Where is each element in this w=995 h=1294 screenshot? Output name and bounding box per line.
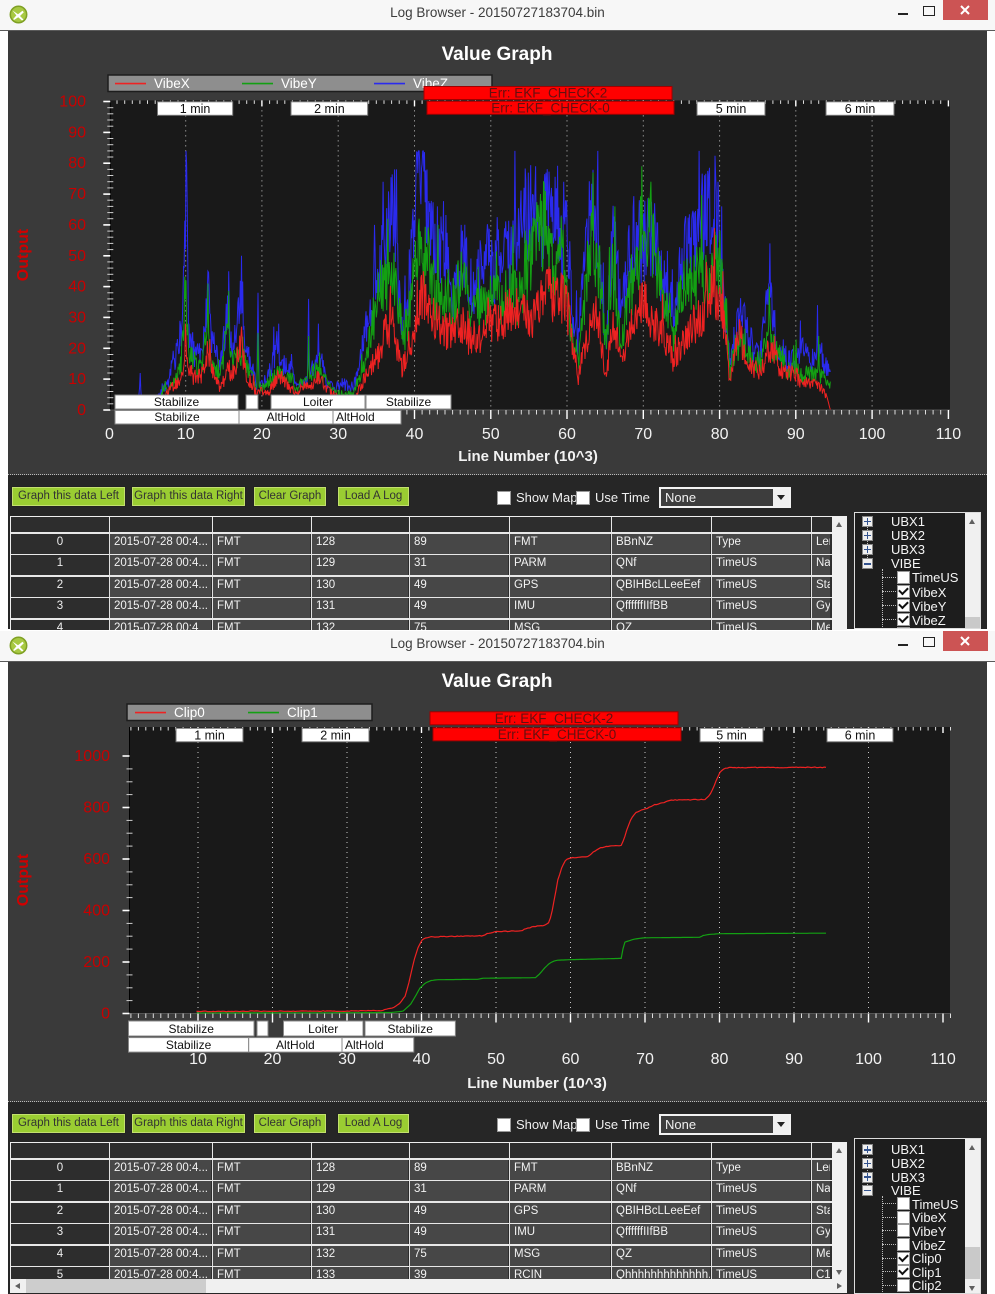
svg-text:40: 40 [406, 426, 424, 443]
svg-text:Err: EKF_CHECK-2: Err: EKF_CHECK-2 [489, 86, 608, 101]
svg-text:800: 800 [83, 800, 110, 817]
svg-text:AltHold: AltHold [267, 410, 306, 424]
svg-text:Stabilize: Stabilize [154, 395, 200, 409]
svg-text:60: 60 [562, 1051, 580, 1068]
svg-text:AltHold: AltHold [345, 1038, 384, 1052]
svg-text:10: 10 [177, 426, 195, 443]
svg-text:20: 20 [253, 426, 271, 443]
svg-text:100: 100 [855, 1051, 882, 1068]
svg-text:AltHold: AltHold [336, 410, 375, 424]
svg-text:6 min: 6 min [845, 728, 876, 742]
svg-text:2 min: 2 min [320, 728, 351, 742]
svg-text:70: 70 [68, 186, 86, 203]
svg-text:5 min: 5 min [716, 728, 747, 742]
svg-text:Err: EKF_CHECK-2: Err: EKF_CHECK-2 [495, 711, 614, 726]
svg-text:Stabilize: Stabilize [169, 1022, 215, 1036]
svg-text:80: 80 [68, 155, 86, 172]
svg-text:AltHold: AltHold [276, 1038, 315, 1052]
svg-text:50: 50 [68, 248, 86, 265]
svg-text:Err: EKF_CHECK-0: Err: EKF_CHECK-0 [498, 727, 617, 742]
svg-text:60: 60 [558, 426, 576, 443]
svg-text:Stabilize: Stabilize [166, 1038, 212, 1052]
svg-text:20: 20 [68, 340, 86, 357]
svg-text:Stabilize: Stabilize [388, 1022, 434, 1036]
svg-text:20: 20 [264, 1051, 282, 1068]
svg-text:1 min: 1 min [194, 728, 225, 742]
svg-text:0: 0 [77, 402, 86, 419]
svg-text:Stabilize: Stabilize [154, 410, 200, 424]
svg-text:30: 30 [329, 426, 347, 443]
svg-text:Line Number (10^3): Line Number (10^3) [467, 1075, 607, 1092]
svg-text:Clip1: Clip1 [287, 705, 318, 720]
svg-text:1000: 1000 [74, 748, 110, 765]
svg-text:40: 40 [413, 1051, 431, 1068]
svg-text:30: 30 [68, 309, 86, 326]
svg-text:VibeY: VibeY [281, 76, 317, 91]
svg-text:5 min: 5 min [716, 102, 747, 116]
svg-text:70: 70 [636, 1051, 654, 1068]
svg-text:Err: EKF_CHECK-0: Err: EKF_CHECK-0 [491, 100, 610, 115]
svg-text:110: 110 [930, 1051, 956, 1068]
svg-text:Stabilize: Stabilize [386, 395, 432, 409]
svg-text:60: 60 [68, 217, 86, 234]
svg-text:Loiter: Loiter [308, 1022, 338, 1036]
svg-text:Loiter: Loiter [303, 395, 333, 409]
svg-text:2 min: 2 min [314, 102, 345, 116]
svg-text:400: 400 [83, 903, 110, 920]
svg-text:40: 40 [68, 279, 86, 296]
svg-text:Output: Output [15, 853, 32, 906]
svg-text:Value Graph: Value Graph [442, 44, 553, 65]
svg-text:70: 70 [634, 426, 652, 443]
svg-text:50: 50 [487, 1051, 505, 1068]
svg-text:50: 50 [482, 426, 500, 443]
svg-text:80: 80 [711, 426, 729, 443]
svg-text:0: 0 [101, 1006, 110, 1023]
svg-text:Value Graph: Value Graph [442, 671, 553, 692]
svg-text:1 min: 1 min [180, 102, 211, 116]
svg-text:Output: Output [15, 228, 32, 281]
svg-text:10: 10 [68, 371, 86, 388]
svg-text:100: 100 [59, 94, 86, 111]
svg-text:110: 110 [936, 426, 962, 443]
svg-text:90: 90 [68, 124, 86, 141]
svg-text:80: 80 [711, 1051, 729, 1068]
svg-text:90: 90 [787, 426, 805, 443]
svg-text:100: 100 [859, 426, 886, 443]
svg-text:0: 0 [105, 426, 114, 443]
svg-text:90: 90 [785, 1051, 803, 1068]
svg-text:10: 10 [189, 1051, 207, 1068]
svg-text:600: 600 [83, 851, 110, 868]
svg-text:Clip0: Clip0 [174, 705, 205, 720]
svg-text:200: 200 [83, 954, 110, 971]
svg-text:6 min: 6 min [845, 102, 876, 116]
svg-text:Line Number (10^3): Line Number (10^3) [458, 448, 598, 465]
svg-text:30: 30 [338, 1051, 356, 1068]
svg-text:VibeX: VibeX [154, 76, 190, 91]
